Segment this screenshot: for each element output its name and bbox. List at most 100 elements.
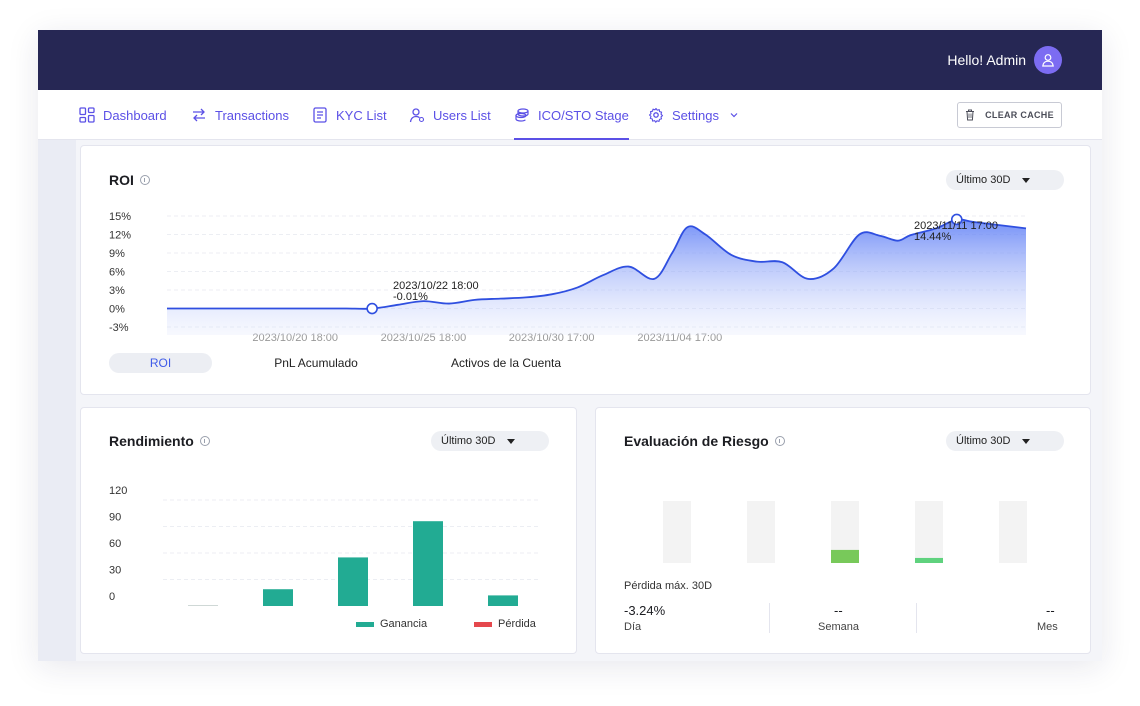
clear-cache-button[interactable]: CLEAR CACHE bbox=[957, 102, 1062, 128]
roi-chart: 15%12%9%6%3%0%-3% 2023/10/20 18:00 2023/1… bbox=[109, 211, 1027, 344]
rend-y-tick: 0 bbox=[109, 591, 115, 603]
roi-y-tick: 3% bbox=[109, 285, 125, 297]
nav-bar: Dashboard Transactions KYC List Users Li… bbox=[38, 90, 1102, 140]
swap-icon bbox=[193, 108, 205, 122]
rend-range-value: Último 30D bbox=[441, 435, 496, 447]
roi-card: ROI Último 30D 15% 12% 9% 6% 3% 0% -3% 2023/10… bbox=[80, 145, 1091, 395]
roi-card-title: ROI bbox=[109, 172, 150, 188]
roi-marker-high[interactable] bbox=[950, 213, 963, 226]
roi-y-tick: 9% bbox=[109, 248, 125, 260]
rend-range-dropdown[interactable]: Último 30D bbox=[431, 431, 549, 451]
nav-label: Dashboard bbox=[103, 107, 167, 123]
legend-gain-swatch bbox=[356, 621, 374, 627]
max-loss-label: Pérdida máx. 30D bbox=[624, 580, 713, 592]
nav-dashboard[interactable]: Dashboard bbox=[79, 90, 167, 140]
stat-month-value: -- bbox=[1046, 603, 1055, 618]
risk-bar[interactable] bbox=[831, 549, 859, 563]
rend-y-tick: 60 bbox=[109, 538, 121, 550]
nav-label: KYC List bbox=[336, 107, 387, 123]
nav-label: Users List bbox=[433, 107, 491, 123]
caret-down-icon bbox=[1022, 177, 1031, 183]
tab-label: ROI bbox=[149, 356, 172, 370]
divider bbox=[769, 603, 770, 633]
nav-ico-sto-stage[interactable]: ICO/STO Stage bbox=[514, 90, 629, 140]
roi-series-line bbox=[167, 218, 1027, 310]
avatar[interactable] bbox=[1034, 46, 1062, 74]
tab-label: PnL Acumulado bbox=[274, 356, 358, 370]
roi-range-value: Último 30D bbox=[956, 174, 1011, 186]
risk-bar-track bbox=[999, 501, 1027, 563]
info-icon[interactable] bbox=[139, 175, 150, 185]
nav-users-list[interactable]: Users List bbox=[409, 90, 491, 140]
nav-label: ICO/STO Stage bbox=[538, 107, 629, 123]
risk-bar-track bbox=[747, 501, 775, 563]
caret-down-icon bbox=[507, 438, 516, 444]
roi-area-fill bbox=[167, 219, 1026, 335]
roi-marker-low[interactable] bbox=[366, 302, 378, 315]
stat-month-label: Mes bbox=[1037, 621, 1058, 633]
left-sidebar-strip bbox=[38, 140, 76, 661]
riesgo-card: Evaluación de Riesgo Último 30D 10-1510-… bbox=[595, 407, 1091, 654]
risk-title-text: Evaluación de Riesgo bbox=[624, 433, 769, 449]
list-icon bbox=[313, 107, 327, 123]
risk-bar[interactable] bbox=[915, 557, 943, 563]
roi-tooltip-low-date: 2023/10/22 18:00 bbox=[393, 280, 479, 292]
roi-y-tick: 0% bbox=[109, 304, 125, 316]
rend-y-tick: 90 bbox=[109, 512, 121, 524]
legend-loss-label: Pérdida bbox=[498, 618, 536, 630]
tab-roi[interactable]: ROI bbox=[109, 353, 212, 373]
rend-y-tick: 30 bbox=[109, 565, 121, 577]
tab-activos-cuenta[interactable]: Activos de la Cuenta bbox=[426, 353, 586, 373]
rend-bar[interactable] bbox=[413, 521, 443, 606]
legend-loss-swatch bbox=[474, 621, 492, 627]
legend-gain: Ganancia bbox=[356, 618, 427, 630]
stat-week-value: -- bbox=[834, 603, 843, 618]
coins-icon bbox=[515, 108, 529, 122]
tab-pnl-acumulado[interactable]: PnL Acumulado bbox=[251, 353, 381, 373]
tab-label: Activos de la Cuenta bbox=[450, 356, 562, 370]
rend-bar[interactable] bbox=[338, 557, 368, 606]
user-icon bbox=[1042, 54, 1054, 67]
caret-down-icon bbox=[1022, 438, 1031, 444]
rend-bar[interactable] bbox=[488, 595, 518, 606]
divider bbox=[916, 603, 917, 633]
roi-y-tick: 12% bbox=[109, 230, 131, 242]
risk-card-title: Evaluación de Riesgo bbox=[624, 433, 785, 449]
legend-gain-label: Ganancia bbox=[380, 618, 428, 630]
gear-icon bbox=[648, 107, 664, 123]
clear-cache-label: CLEAR CACHE bbox=[985, 110, 1054, 120]
app-window: Hello! Admin Dashboard Transactions bbox=[38, 30, 1102, 661]
rend-card-title: Rendimiento bbox=[109, 433, 210, 449]
top-bar: Hello! Admin bbox=[38, 30, 1102, 90]
risk-bar-track bbox=[663, 501, 691, 563]
info-icon[interactable] bbox=[199, 436, 210, 446]
risk-range-dropdown[interactable]: Último 30D bbox=[946, 431, 1064, 451]
riesgo-chart: 10-1510-2210-2911-0511-12 bbox=[663, 501, 1027, 563]
nav-label: Transactions bbox=[215, 107, 289, 123]
grid-icon bbox=[79, 107, 95, 123]
nav-transactions[interactable]: Transactions bbox=[191, 90, 289, 140]
roi-y-tick: 6% bbox=[109, 267, 125, 279]
stat-day-label: Día bbox=[624, 621, 642, 633]
stat-day-value: -3.24% bbox=[624, 603, 666, 618]
info-icon[interactable] bbox=[774, 436, 785, 446]
greeting-text: Hello! Admin bbox=[947, 52, 1026, 68]
roi-y-tick: 15% bbox=[109, 211, 131, 223]
rend-title-text: Rendimiento bbox=[109, 433, 194, 449]
roi-tooltip-low-value: -0.01% bbox=[393, 291, 428, 303]
nav-label: Settings bbox=[672, 107, 719, 123]
rend-bar[interactable] bbox=[188, 605, 218, 606]
trash-icon bbox=[966, 109, 975, 121]
rend-bar[interactable] bbox=[263, 589, 293, 606]
roi-range-dropdown[interactable]: Último 30D bbox=[946, 170, 1064, 190]
nav-settings[interactable]: Settings bbox=[648, 90, 739, 140]
roi-title-text: ROI bbox=[109, 172, 134, 188]
stat-week-label: Semana bbox=[818, 621, 859, 633]
nav-kyc-list[interactable]: KYC List bbox=[312, 90, 387, 140]
chevron-down-icon bbox=[730, 113, 738, 118]
roi-tooltip-high-value: 14.44% bbox=[914, 231, 952, 243]
user-icon bbox=[409, 108, 425, 123]
rend-y-tick: 120 bbox=[109, 485, 127, 497]
